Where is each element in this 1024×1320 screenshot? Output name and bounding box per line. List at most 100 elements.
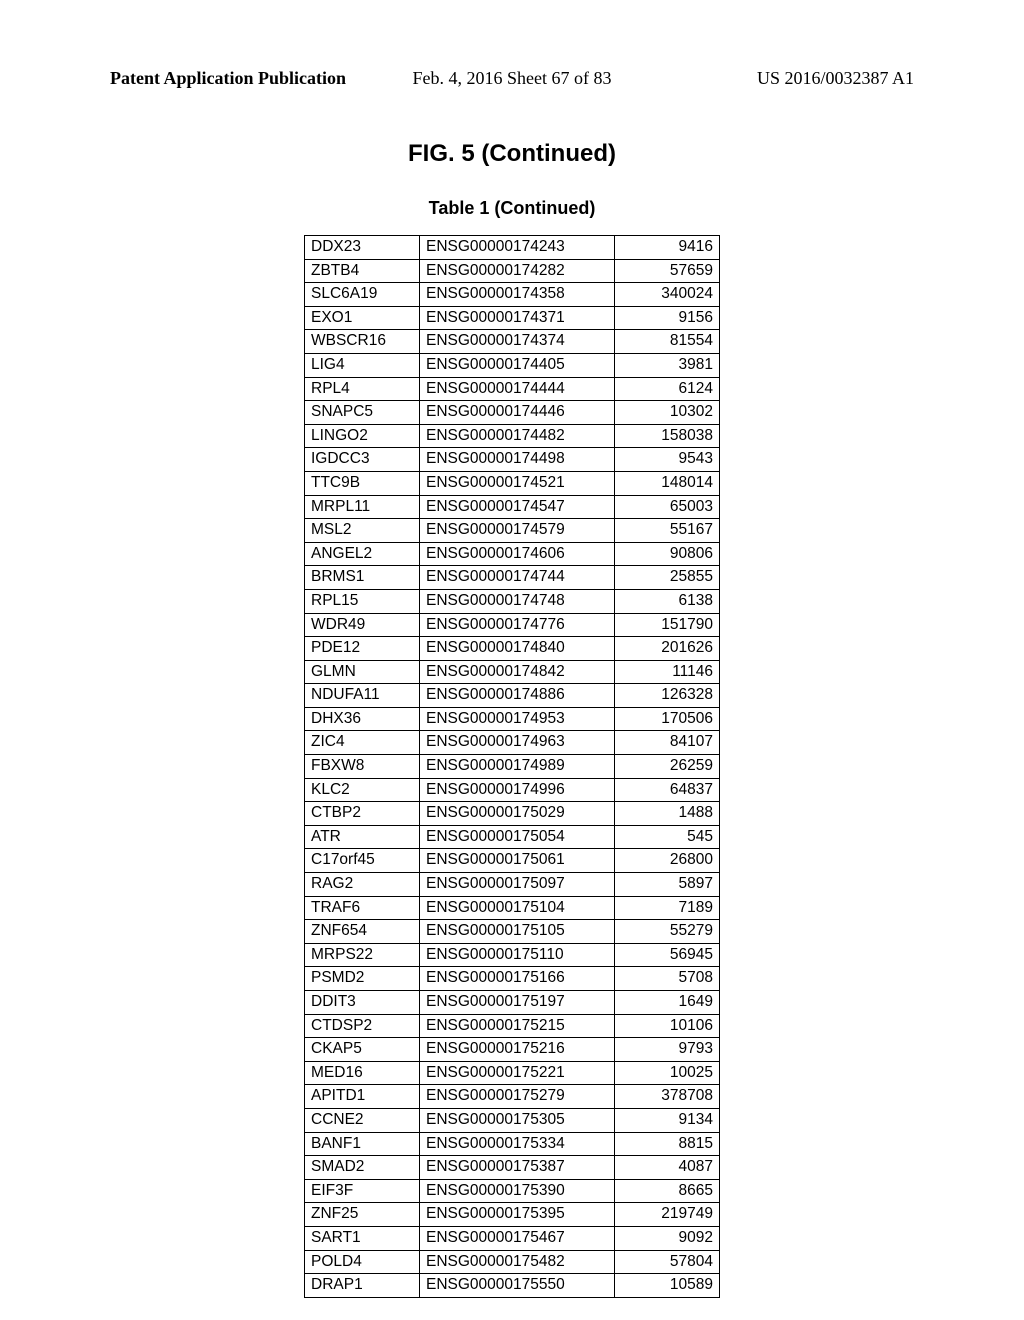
value-cell: 201626 — [615, 637, 720, 661]
table-row: EXO1ENSG000001743719156 — [305, 306, 720, 330]
ensembl-id-cell: ENSG00000174371 — [420, 306, 615, 330]
ensembl-id-cell: ENSG00000174482 — [420, 424, 615, 448]
gene-symbol-cell: WBSCR16 — [305, 330, 420, 354]
table-row: C17orf45ENSG0000017506126800 — [305, 849, 720, 873]
table-row: KLC2ENSG0000017499664837 — [305, 778, 720, 802]
value-cell: 219749 — [615, 1203, 720, 1227]
table-row: FBXW8ENSG0000017498926259 — [305, 755, 720, 779]
table-row: ZNF25ENSG00000175395219749 — [305, 1203, 720, 1227]
table-row: ZNF654ENSG0000017510555279 — [305, 920, 720, 944]
table-row: APITD1ENSG00000175279378708 — [305, 1085, 720, 1109]
ensembl-id-cell: ENSG00000174996 — [420, 778, 615, 802]
table-row: NDUFA11ENSG00000174886126328 — [305, 684, 720, 708]
ensembl-id-cell: ENSG00000175197 — [420, 991, 615, 1015]
table-row: RPL4ENSG000001744446124 — [305, 377, 720, 401]
value-cell: 10025 — [615, 1061, 720, 1085]
gene-symbol-cell: APITD1 — [305, 1085, 420, 1109]
ensembl-id-cell: ENSG00000175061 — [420, 849, 615, 873]
value-cell: 8665 — [615, 1179, 720, 1203]
value-cell: 9416 — [615, 236, 720, 260]
ensembl-id-cell: ENSG00000175215 — [420, 1014, 615, 1038]
table-row: IGDCC3ENSG000001744989543 — [305, 448, 720, 472]
ensembl-id-cell: ENSG00000175482 — [420, 1250, 615, 1274]
ensembl-id-cell: ENSG00000174748 — [420, 589, 615, 613]
ensembl-id-cell: ENSG00000175334 — [420, 1132, 615, 1156]
figure-title: FIG. 5 (Continued) — [0, 140, 1024, 168]
table-title: Table 1 (Continued) — [0, 198, 1024, 219]
table-row: WDR49ENSG00000174776151790 — [305, 613, 720, 637]
table-row: CTDSP2ENSG0000017521510106 — [305, 1014, 720, 1038]
value-cell: 11146 — [615, 660, 720, 684]
gene-symbol-cell: SMAD2 — [305, 1156, 420, 1180]
gene-symbol-cell: NDUFA11 — [305, 684, 420, 708]
value-cell: 10589 — [615, 1274, 720, 1298]
value-cell: 55279 — [615, 920, 720, 944]
table-row: DDX23ENSG000001742439416 — [305, 236, 720, 260]
gene-symbol-cell: MRPL11 — [305, 495, 420, 519]
gene-symbol-cell: MED16 — [305, 1061, 420, 1085]
ensembl-id-cell: ENSG00000175390 — [420, 1179, 615, 1203]
table-row: ANGEL2ENSG0000017460690806 — [305, 542, 720, 566]
value-cell: 57804 — [615, 1250, 720, 1274]
page-header: Patent Application Publication Feb. 4, 2… — [0, 68, 1024, 89]
ensembl-id-cell: ENSG00000175166 — [420, 967, 615, 991]
gene-symbol-cell: IGDCC3 — [305, 448, 420, 472]
table-row: MED16ENSG0000017522110025 — [305, 1061, 720, 1085]
gene-symbol-cell: SART1 — [305, 1226, 420, 1250]
table-row: SART1ENSG000001754679092 — [305, 1226, 720, 1250]
ensembl-id-cell: ENSG00000174444 — [420, 377, 615, 401]
header-center: Feb. 4, 2016 Sheet 67 of 83 — [413, 68, 612, 89]
value-cell: 9092 — [615, 1226, 720, 1250]
table-row: ZBTB4ENSG0000017428257659 — [305, 259, 720, 283]
value-cell: 10106 — [615, 1014, 720, 1038]
value-cell: 378708 — [615, 1085, 720, 1109]
value-cell: 65003 — [615, 495, 720, 519]
table-row: DRAP1ENSG0000017555010589 — [305, 1274, 720, 1298]
gene-symbol-cell: CCNE2 — [305, 1108, 420, 1132]
ensembl-id-cell: ENSG00000174776 — [420, 613, 615, 637]
ensembl-id-cell: ENSG00000175097 — [420, 873, 615, 897]
table-row: MRPS22ENSG0000017511056945 — [305, 943, 720, 967]
value-cell: 90806 — [615, 542, 720, 566]
value-cell: 6138 — [615, 589, 720, 613]
table-row: PDE12ENSG00000174840201626 — [305, 637, 720, 661]
value-cell: 545 — [615, 825, 720, 849]
gene-symbol-cell: SLC6A19 — [305, 283, 420, 307]
table-row: MSL2ENSG0000017457955167 — [305, 519, 720, 543]
ensembl-id-cell: ENSG00000174521 — [420, 471, 615, 495]
table-row: CCNE2ENSG000001753059134 — [305, 1108, 720, 1132]
gene-symbol-cell: POLD4 — [305, 1250, 420, 1274]
ensembl-id-cell: ENSG00000174840 — [420, 637, 615, 661]
ensembl-id-cell: ENSG00000174953 — [420, 707, 615, 731]
value-cell: 1488 — [615, 802, 720, 826]
value-cell: 9134 — [615, 1108, 720, 1132]
value-cell: 9793 — [615, 1038, 720, 1062]
table-row: PSMD2ENSG000001751665708 — [305, 967, 720, 991]
table-row: DHX36ENSG00000174953170506 — [305, 707, 720, 731]
ensembl-id-cell: ENSG00000175221 — [420, 1061, 615, 1085]
gene-symbol-cell: WDR49 — [305, 613, 420, 637]
table-row: BANF1ENSG000001753348815 — [305, 1132, 720, 1156]
gene-symbol-cell: SNAPC5 — [305, 401, 420, 425]
gene-symbol-cell: RPL4 — [305, 377, 420, 401]
value-cell: 8815 — [615, 1132, 720, 1156]
gene-symbol-cell: PSMD2 — [305, 967, 420, 991]
gene-symbol-cell: FBXW8 — [305, 755, 420, 779]
value-cell: 9156 — [615, 306, 720, 330]
ensembl-id-cell: ENSG00000174374 — [420, 330, 615, 354]
table-row: SNAPC5ENSG0000017444610302 — [305, 401, 720, 425]
value-cell: 5708 — [615, 967, 720, 991]
value-cell: 6124 — [615, 377, 720, 401]
gene-symbol-cell: CTBP2 — [305, 802, 420, 826]
ensembl-id-cell: ENSG00000175216 — [420, 1038, 615, 1062]
gene-table: DDX23ENSG000001742439416ZBTB4ENSG0000017… — [304, 235, 720, 1298]
table-row: LIG4ENSG000001744053981 — [305, 353, 720, 377]
gene-symbol-cell: DHX36 — [305, 707, 420, 731]
gene-symbol-cell: CKAP5 — [305, 1038, 420, 1062]
gene-symbol-cell: DDIT3 — [305, 991, 420, 1015]
table-row: SMAD2ENSG000001753874087 — [305, 1156, 720, 1180]
table-row: ZIC4ENSG0000017496384107 — [305, 731, 720, 755]
value-cell: 25855 — [615, 566, 720, 590]
table-row: DDIT3ENSG000001751971649 — [305, 991, 720, 1015]
gene-symbol-cell: ZNF25 — [305, 1203, 420, 1227]
